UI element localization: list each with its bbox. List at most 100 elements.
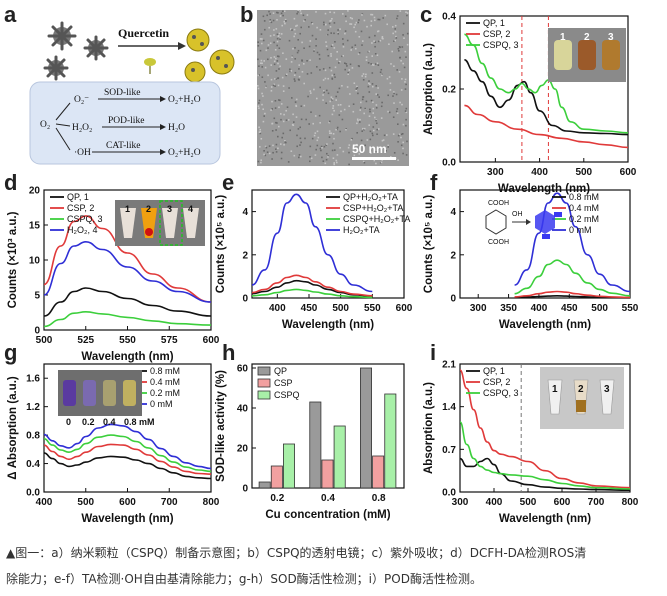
tem-grain <box>336 91 339 93</box>
tem-grain <box>314 115 317 117</box>
tem-grain <box>401 133 404 135</box>
tem-grain <box>405 56 407 58</box>
panel-h-label: h <box>222 340 235 365</box>
tem-grain <box>293 35 295 38</box>
tem-grain <box>301 60 303 62</box>
x-axis-label: Wavelength (nm) <box>499 513 591 525</box>
series-line-d-1 <box>43 215 212 303</box>
tem-grain <box>272 84 275 87</box>
tem-grain <box>362 73 365 75</box>
series-line-i-2 <box>459 421 631 490</box>
legend-label: CSPQ, 3 <box>67 214 103 224</box>
tem-grain <box>369 138 372 141</box>
h2o2-label: H₂O₂ <box>72 123 92 133</box>
tem-grain <box>396 17 398 20</box>
tem-grain <box>297 128 300 130</box>
y-tick-label: 5 <box>34 291 40 302</box>
tem-grain <box>291 97 293 99</box>
tem-grain <box>271 100 273 103</box>
tem-grain <box>299 144 301 146</box>
tem-grain <box>268 145 271 147</box>
tem-grain <box>373 40 375 42</box>
tem-grain <box>329 132 331 134</box>
tem-grain <box>282 85 285 87</box>
tem-grain <box>257 41 259 43</box>
tem-grain <box>280 118 282 121</box>
tem-grain <box>318 114 321 117</box>
legend-label: 0.8 mM <box>569 192 599 202</box>
tem-grain <box>402 147 404 150</box>
legend-label: CSP, 2 <box>483 29 510 39</box>
tem-grain <box>295 105 298 107</box>
tem-grain <box>303 47 305 49</box>
tem-grain <box>339 147 341 149</box>
tem-grain <box>398 50 400 52</box>
y-tick-label: 0.0 <box>26 488 40 499</box>
tem-grain <box>275 70 278 72</box>
tem-grain <box>399 46 401 49</box>
tem-grain <box>285 74 287 77</box>
tem-grain <box>400 60 402 62</box>
panel-g-label: g <box>4 340 17 365</box>
tube-label-i3: 3 <box>604 384 610 395</box>
tem-grain <box>353 82 356 84</box>
tem-grain <box>310 157 313 160</box>
tem-grain <box>262 108 264 110</box>
tube-label-g2: 0.2 <box>82 417 95 427</box>
tem-grain <box>401 78 403 80</box>
tem-grain <box>379 39 382 42</box>
tem-grain <box>276 33 279 36</box>
tem-grain <box>309 145 312 148</box>
tem-grain <box>373 129 375 132</box>
tem-grain <box>274 49 277 51</box>
tem-grain <box>339 28 341 30</box>
tem-grain <box>368 91 371 93</box>
tem-grain <box>267 74 269 77</box>
tem-grain <box>363 128 365 131</box>
tem-grain <box>397 123 399 125</box>
tem-grain <box>402 22 405 25</box>
tem-grain <box>366 25 368 28</box>
tem-grain <box>278 68 280 70</box>
tem-grain <box>313 50 315 52</box>
tem-grain <box>370 24 372 27</box>
tem-grain <box>372 101 374 103</box>
tem-grain <box>393 92 395 95</box>
tem-grain <box>343 108 346 111</box>
tem-grain <box>333 32 335 35</box>
tem-grain <box>263 153 265 156</box>
tem-grain <box>358 153 361 155</box>
tem-grain <box>295 116 298 118</box>
tem-grain <box>401 103 403 106</box>
tem-grain <box>270 78 273 81</box>
tem-grain <box>339 104 342 106</box>
tem-grain <box>344 30 347 32</box>
tem-grain <box>299 137 302 140</box>
cat-product-label: O₂+H₂O <box>168 148 201 158</box>
tem-grain <box>406 43 409 46</box>
tem-grain <box>365 56 368 58</box>
tem-grain <box>370 20 373 22</box>
tem-grain <box>281 24 283 27</box>
tem-grain <box>392 116 395 118</box>
tem-grain <box>280 12 283 15</box>
tem-grain <box>327 55 330 57</box>
tem-grain <box>316 66 318 68</box>
tem-grain <box>262 15 265 18</box>
tem-grain <box>326 89 328 92</box>
tem-grain <box>308 45 311 48</box>
tem-grain <box>375 119 377 122</box>
tem-grain <box>329 20 331 22</box>
tem-grain <box>360 139 363 142</box>
tube-label-d2: 2 <box>146 204 151 214</box>
tem-grain <box>402 123 405 126</box>
tem-grain <box>384 14 387 17</box>
tem-grain <box>290 70 293 72</box>
tem-grain <box>362 160 365 163</box>
tem-grain <box>267 47 269 49</box>
tem-grain <box>282 90 285 92</box>
tem-grain <box>332 142 334 145</box>
tem-grain <box>403 37 405 39</box>
tem-grain <box>259 132 262 135</box>
tem-grain <box>371 72 374 74</box>
